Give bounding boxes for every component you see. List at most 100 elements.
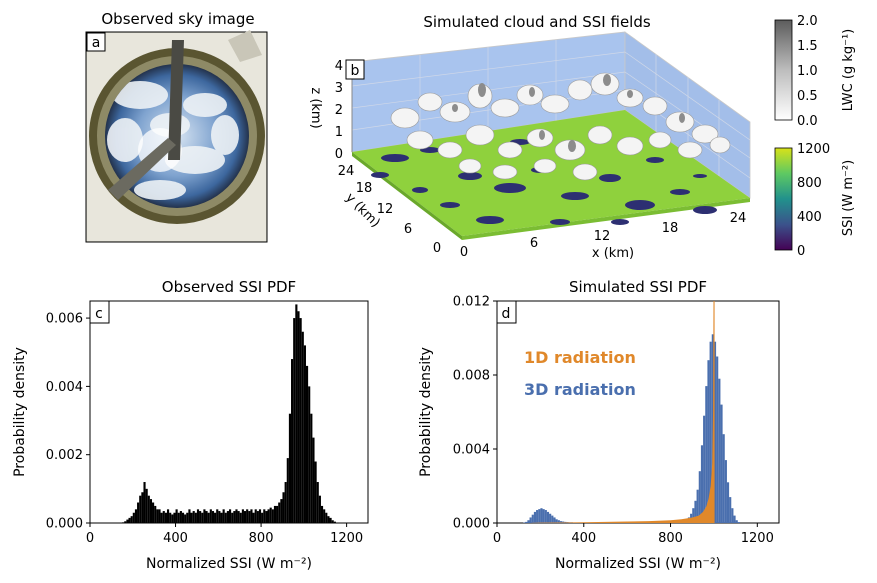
panel-c-bar [147,495,150,523]
panel-c-bar [248,511,251,523]
panel-c-bar [201,512,204,523]
panel-d-3d-bar [737,522,740,523]
panel-d-3d-bar [553,517,556,523]
panel-c-bar [269,507,272,523]
panel-d-3d-bar [718,378,721,523]
ssi-tick-1: 400 [797,210,822,225]
panel-c-bar [288,413,292,523]
y-tick-4: 24 [338,164,355,179]
x-tick-3: 18 [662,221,679,236]
panel-c-bar [314,461,317,523]
panel-c-bar [152,502,155,523]
panel-c-bar [301,331,304,523]
panel-c-ytick-label: 0.006 [46,312,83,327]
panel-d-3d-bar [694,500,697,523]
panel-d-ylabel: Probability density [418,347,434,477]
panel-c-bar [181,512,185,523]
panel-d-ytick-label: 0.012 [453,295,490,310]
cloud-shadows [371,137,717,225]
panel-a-title: Observed sky image [101,10,254,28]
z-axis: 0 1 2 3 4 z (km) [308,59,343,162]
panel-c-bar [291,359,294,523]
x-tick-4: 24 [730,211,747,226]
panel-c-bar [312,437,315,523]
panel-c-bar [199,511,202,523]
panel-c-bar [284,482,287,523]
panel-c-bar [128,517,131,523]
panel-c-bar [303,345,306,523]
panel-d-3d-bar [733,515,736,523]
panel-d-3d-bar [716,356,719,523]
panel-c-label-box [89,300,110,324]
panel-b: Simulated cloud and SSI fields [308,13,856,261]
panel-d-1d-series [531,301,715,523]
panel-d-3d-bar [546,511,550,523]
panel-d-xlabel: Normalized SSI (W m⁻²) [555,556,721,572]
panel-c-ytick-label: 0.000 [46,517,83,532]
lwc-tick-4: 2.0 [797,14,818,29]
lwc-tick-1: 0.5 [797,89,818,104]
clouds [390,72,731,181]
panel-c-bar [177,512,180,523]
panel-d-3d-bar [555,519,558,523]
panel-c-bar [231,512,234,523]
panel-d-frame [496,300,780,524]
panel-d-3d-bar [544,510,547,523]
x-axis: 0 6 12 18 24 x (km) [460,211,746,261]
panel-c-bar [124,521,127,523]
panel-c-bar [132,512,135,523]
panel-c-bar [233,511,236,523]
panel-c-bar [141,492,144,523]
z-tick-3: 3 [335,81,343,96]
z-tick-0: 0 [335,147,343,162]
panel-c-bar [239,512,242,523]
panel-c-bar [156,509,159,523]
z-tick-1: 1 [335,125,343,140]
panel-c-bar [173,512,176,523]
panel-c-bars [122,304,336,523]
panel-c-xtick-label: 1200 [330,531,363,546]
lwc-colorbar: 0.0 0.5 1.0 1.5 2.0 LWC (g kg⁻¹) [774,14,856,129]
panel-c-bar [278,502,281,523]
panel-c-bar [327,516,330,523]
panel-c-bar [320,505,324,523]
panel-a-label: a [92,35,101,51]
panel-c-bar [154,505,157,523]
lwc-colorbar-label: LWC (g kg⁻¹) [841,29,856,112]
panel-c-xtick-label: 400 [163,531,188,546]
panel-c-bar [122,522,125,523]
panel-c-bar [308,386,311,523]
panel-c-bar [214,512,217,523]
lwc-tick-3: 1.5 [797,39,818,54]
panel-d-1d-area [531,301,715,523]
panel-d-3d-bar [542,509,545,523]
panel-c-bar [184,514,187,523]
y-tick-2: 12 [377,202,394,217]
panel-c-bar [252,512,255,523]
z-tick-4: 4 [335,59,343,74]
panel-d-xtick-label: 800 [658,531,683,546]
panel-c-bar [237,511,240,523]
panel-d-3d-bar [696,489,699,523]
panel-c-bar [241,509,244,523]
lwc-tick-0: 0.0 [797,114,818,129]
panel-c-bar [137,502,140,523]
panel-d-3d-bar [562,521,565,523]
panel-c-title: Observed SSI PDF [162,278,296,296]
panel-b-label-box [345,59,365,80]
panel-c-bar [286,458,289,523]
panel-c-bar [256,511,259,523]
legend-1d-radiation: 1D radiation [524,348,636,367]
x-tick-2: 12 [594,229,611,244]
panel-d-y-ticks: 0.000 0.004 0.008 0.012 [453,295,497,532]
panel-c-bar [130,516,133,523]
x-axis-label: x (km) [592,246,634,261]
panel-c-bar [190,512,193,523]
panel-d-3d-bar [536,510,539,523]
panel-d-3d-bar [731,508,734,523]
panel-c-bar [160,512,163,523]
z-tick-2: 2 [335,103,343,118]
panel-c-bar [254,509,257,523]
panel-c-bar [235,509,238,523]
